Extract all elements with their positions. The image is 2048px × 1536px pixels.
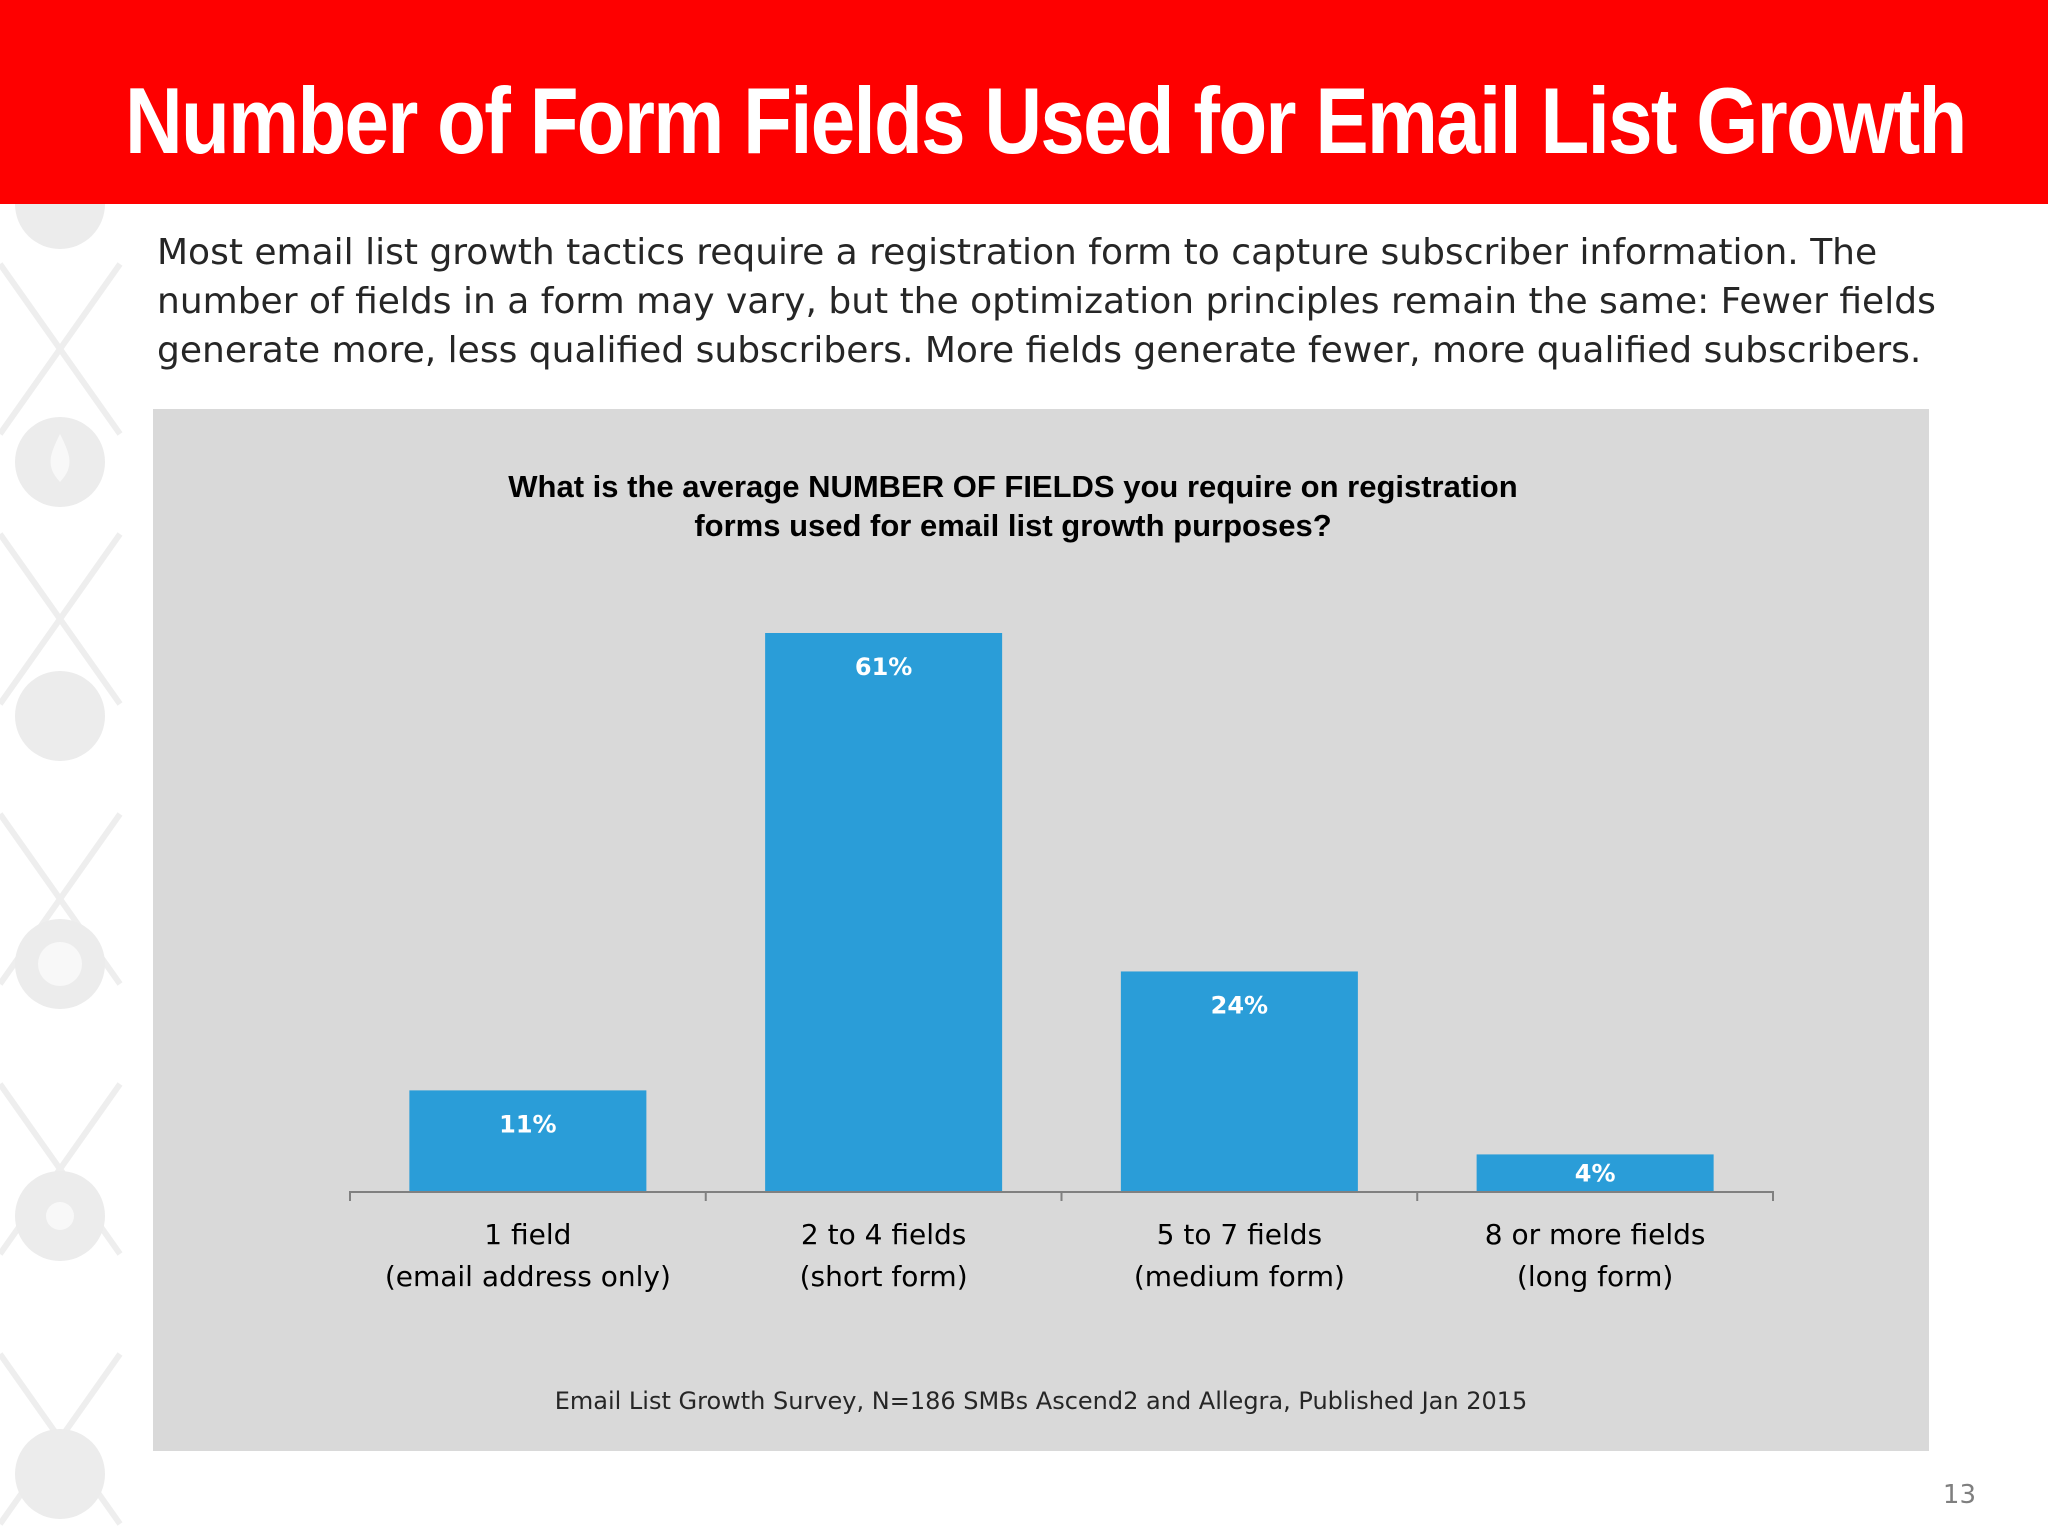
category-label: 8 or more fields	[1485, 1218, 1706, 1251]
category-label: 2 to 4 fields	[801, 1218, 966, 1251]
decorative-pattern	[0, 204, 123, 1526]
intro-paragraph: Most email list growth tactics require a…	[157, 232, 1936, 371]
bar-value-label: 11%	[499, 1110, 556, 1138]
chart-panel: What is the average NUMBER OF FIELDS you…	[153, 409, 1929, 1451]
header-banner: Number of Form Fields Used for Email Lis…	[0, 0, 2048, 204]
bar	[1476, 1154, 1714, 1191]
chart-title-line-1: What is the average NUMBER OF FIELDS you…	[508, 469, 1518, 504]
bar	[409, 1090, 647, 1191]
chart-title: What is the average NUMBER OF FIELDS you…	[153, 467, 1873, 545]
bar-value-label: 24%	[1211, 991, 1268, 1019]
bar-chart: 11% 61% 24% 4% 1 field (email address only) 2 …	[349, 633, 1774, 1293]
bar	[1120, 971, 1358, 1191]
category-label: 1 field	[484, 1218, 571, 1251]
category-label: (long form)	[1517, 1260, 1673, 1293]
category-label: (short form)	[800, 1260, 968, 1293]
bar-value-label: 4%	[1575, 1160, 1616, 1188]
page-number: 13	[1942, 1480, 1976, 1510]
category-label: 5 to 7 fields	[1157, 1218, 1322, 1251]
page-title: Number of Form Fields Used for Email Lis…	[125, 68, 1967, 173]
category-label: (email address only)	[385, 1260, 671, 1293]
category-label: (medium form)	[1134, 1260, 1345, 1293]
bar	[765, 633, 1003, 1191]
chart-title-line-2: forms used for email list growth purpose…	[694, 508, 1332, 543]
bar-value-label: 61%	[855, 653, 912, 681]
chart-source: Email List Growth Survey, N=186 SMBs Asc…	[554, 1387, 1528, 1415]
